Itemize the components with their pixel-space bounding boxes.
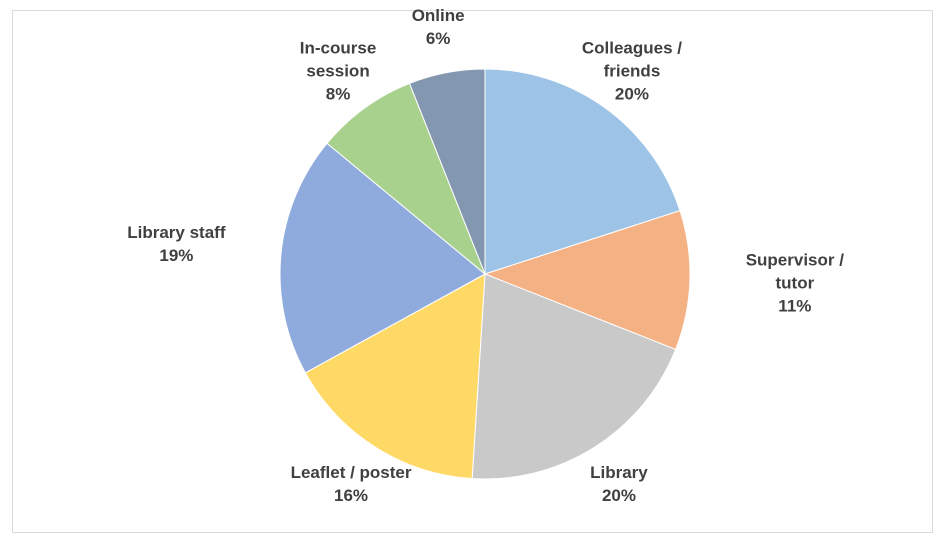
slice-label: In-course session 8% xyxy=(288,37,388,106)
value-label: 6% xyxy=(425,29,451,49)
category-label: Library xyxy=(590,463,648,483)
value-label: 11% xyxy=(778,296,812,316)
slice-label: Leaflet / poster 16% xyxy=(266,462,436,508)
pie-slice xyxy=(304,273,486,480)
value-label: 8% xyxy=(325,84,351,104)
category-label: Colleagues / friends xyxy=(581,38,682,81)
category-label: Supervisor / tutor xyxy=(745,250,844,293)
slice-label: Supervisor / tutor 11% xyxy=(725,249,865,318)
value-label: 19% xyxy=(159,245,194,265)
pie-slice xyxy=(408,68,486,275)
pie-slice xyxy=(483,210,691,351)
category-label: Online xyxy=(411,6,465,26)
slice-label: Colleagues / friends 20% xyxy=(567,37,697,106)
pie-slice xyxy=(471,273,677,480)
value-label: 16% xyxy=(334,486,369,506)
category-label: Leaflet / poster xyxy=(290,463,412,483)
slice-label: Library 20% xyxy=(569,462,669,508)
value-label: 20% xyxy=(614,84,649,104)
category-label: In-course session xyxy=(299,38,377,81)
category-label: Library staff xyxy=(127,222,226,242)
pie-slice xyxy=(326,82,486,275)
pie-slice xyxy=(484,68,681,275)
value-label: 20% xyxy=(601,486,636,506)
slice-label: Library staff 19% xyxy=(101,222,251,268)
slice-label: Online 6% xyxy=(393,5,483,51)
pie-slice xyxy=(279,142,486,374)
